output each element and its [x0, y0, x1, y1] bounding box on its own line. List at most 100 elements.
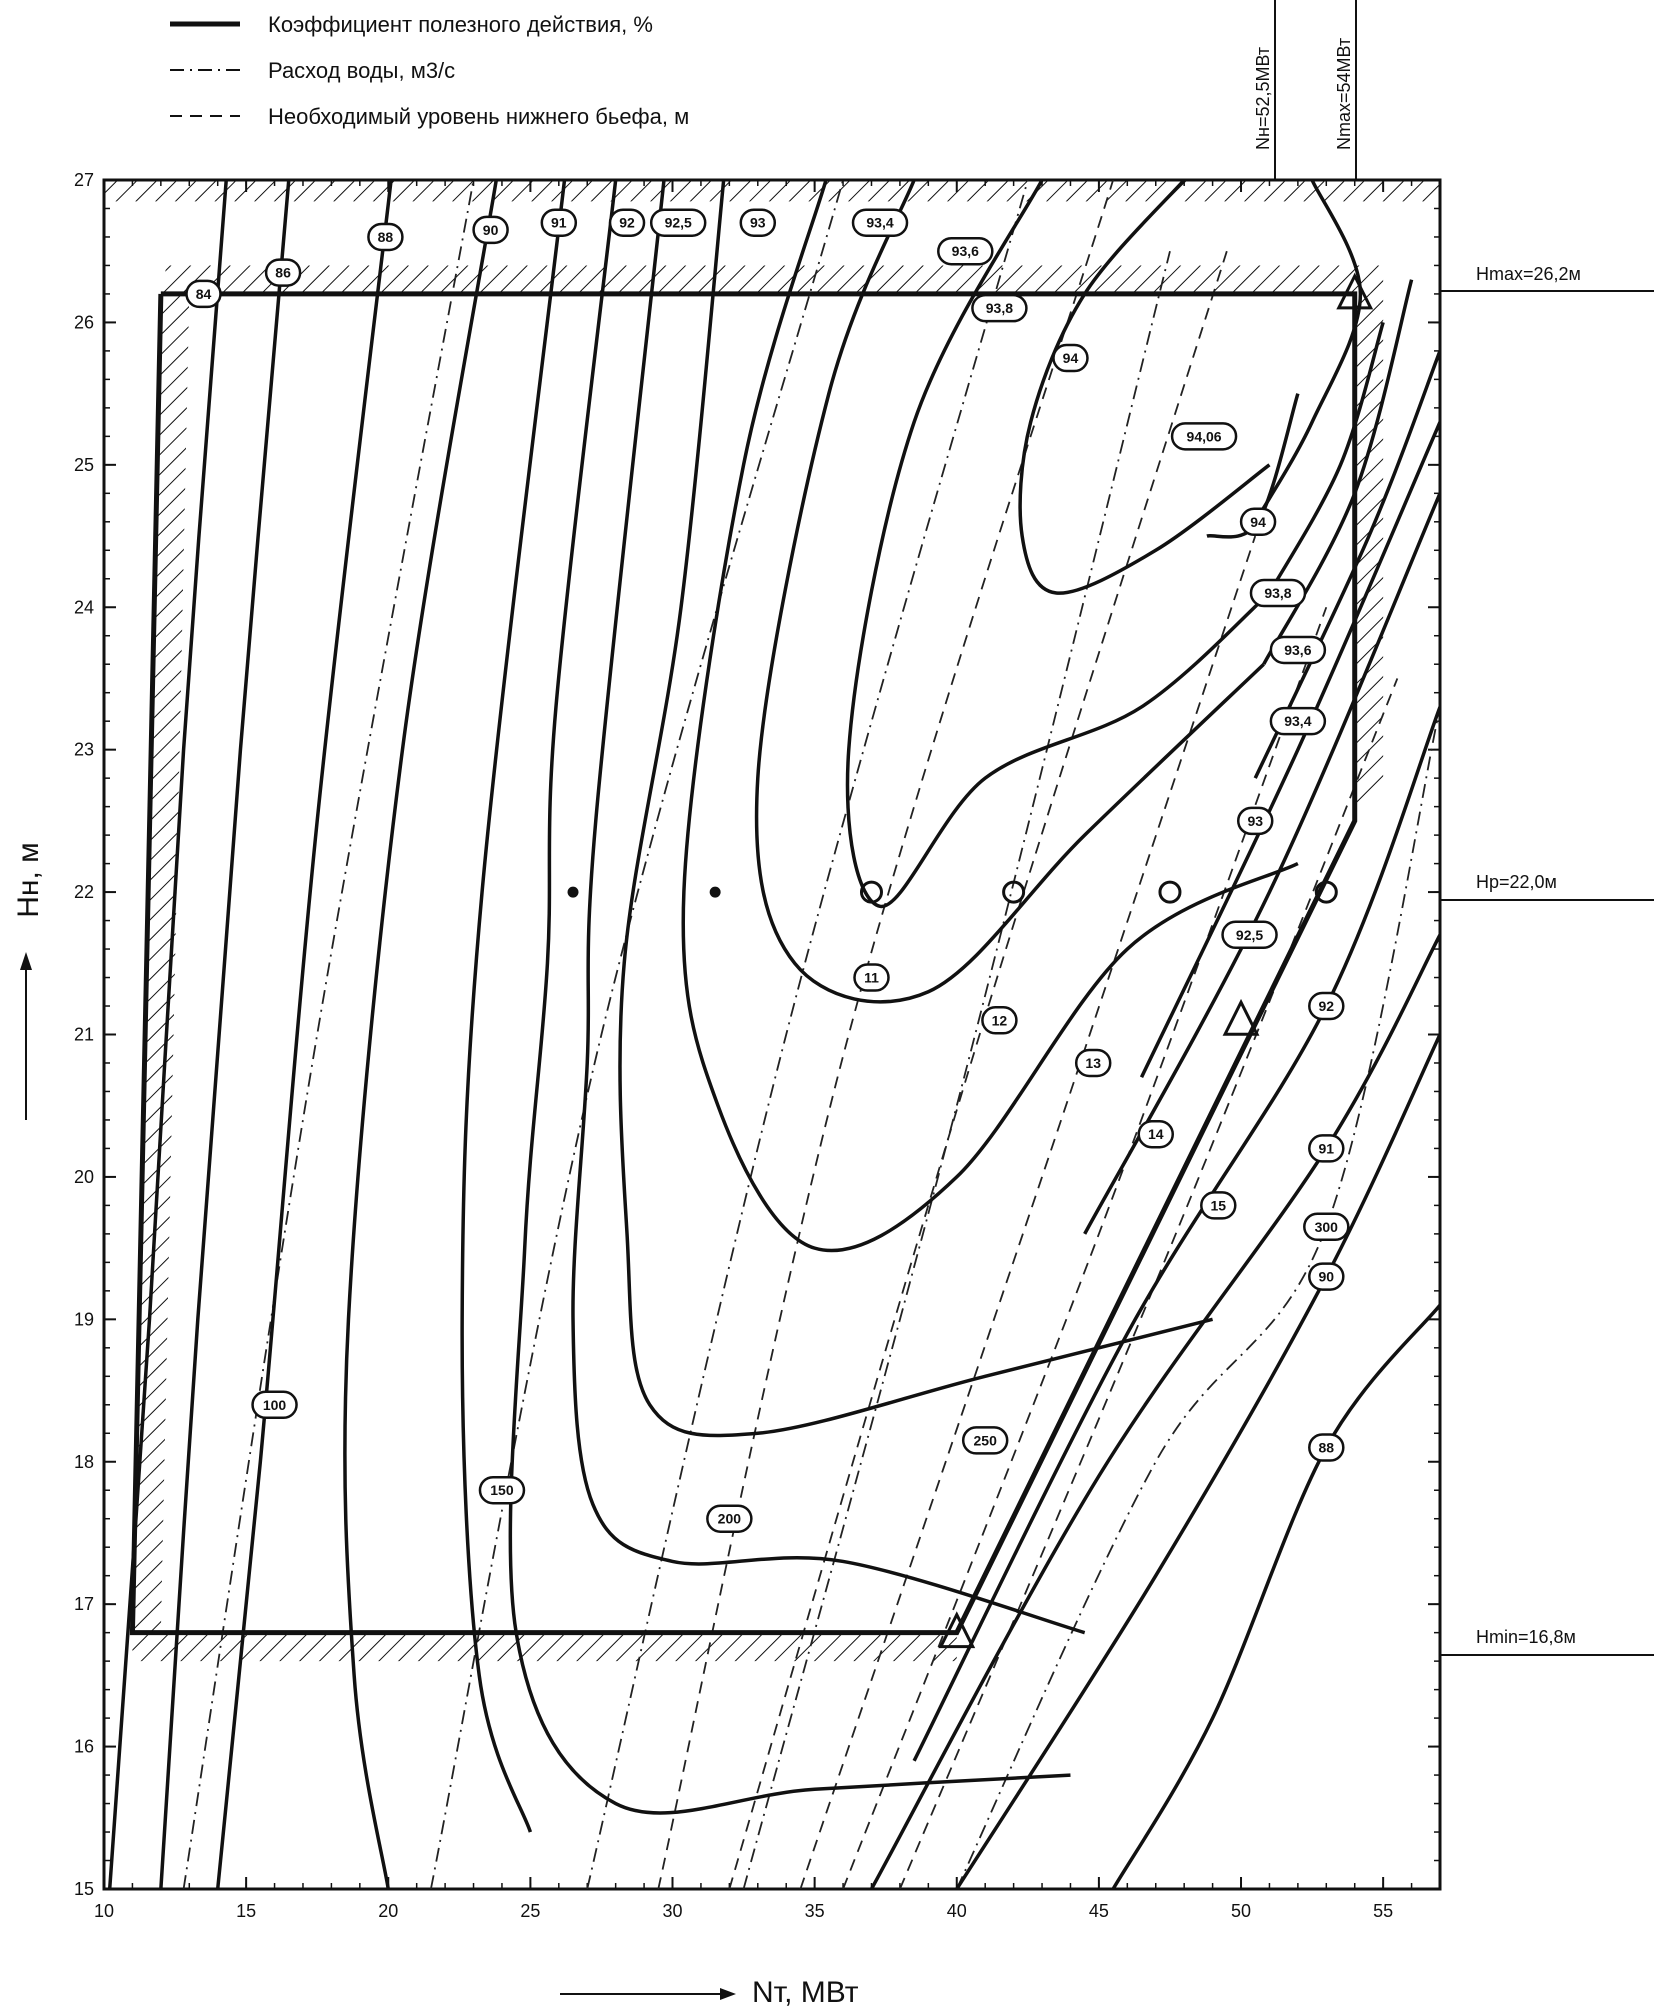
- isoline-label-chip: [1308, 1134, 1345, 1163]
- efficiency-isoline: [508, 180, 1071, 1815]
- isoline-label: 12: [992, 1012, 1008, 1028]
- efficiency-isoline: [460, 180, 567, 1833]
- isoline-label: 94,06: [1187, 428, 1222, 444]
- y-tick-label: 19: [74, 1309, 94, 1329]
- isoline-label-chip: [937, 236, 994, 266]
- isoline-label-chip: [981, 1006, 1018, 1035]
- isoline-label: 250: [974, 1432, 998, 1448]
- isoline-label-chip: [1239, 507, 1277, 537]
- y-tick-label: 15: [74, 1879, 94, 1899]
- isoline-label: 150: [490, 1482, 514, 1498]
- isoline-label: 88: [1319, 1440, 1335, 1456]
- y-tick-label: 27: [74, 170, 94, 190]
- isoline-label-chip: [1308, 1433, 1345, 1462]
- y-tick-label: 26: [74, 312, 94, 332]
- efficiency-isoline: [681, 180, 1299, 1253]
- isoline-label: 15: [1210, 1197, 1226, 1213]
- tailwater-isoline: [899, 678, 1399, 1889]
- efficiency-isoline: [754, 180, 1265, 1004]
- axis-ticks: 10 15 20 25 30 35 40 45 50 5515161718192021222324…: [74, 170, 1441, 1921]
- isoline-label-chip: [264, 258, 302, 287]
- isoline-label: 14: [1148, 1126, 1164, 1142]
- y-tick-label: 22: [74, 882, 94, 902]
- top-strip-hatch: [104, 180, 1440, 202]
- x-tick-label: 45: [1089, 1901, 1109, 1921]
- x-axis-label: Nт, МВт: [752, 1976, 859, 2009]
- boundary-hatching: [104, 180, 1440, 1662]
- isoline-label-chip: [961, 1426, 1009, 1455]
- isoline-label-chip: [185, 279, 222, 309]
- legend-efficiency-label: Коэффициент полезного действия, %: [268, 12, 653, 37]
- flow-isoline: [586, 180, 1029, 1889]
- x-tick-label: 50: [1231, 1901, 1251, 1921]
- n-rated-label: Nн=52,5МВт: [1253, 47, 1273, 150]
- y-tick-label: 17: [74, 1594, 94, 1614]
- n-max-label: Nmax=54МВт: [1334, 38, 1354, 150]
- x-tick-label: 20: [378, 1901, 398, 1921]
- isoline-label: 90: [483, 222, 499, 238]
- isoline-label-chip: [251, 1390, 298, 1420]
- efficiency-isoline: [618, 180, 1214, 1438]
- isoline-label: 86: [275, 265, 291, 281]
- h-min-label: Hmin=16,8м: [1476, 1627, 1576, 1647]
- x-tick-label: 40: [947, 1901, 967, 1921]
- isoline-label-chip: [1249, 578, 1307, 608]
- x-tick-label: 55: [1373, 1901, 1393, 1921]
- y-tick-label: 18: [74, 1452, 94, 1472]
- measurement-point: [709, 886, 721, 898]
- isoline-labels: 84 86 88 90 91 92 92,5 93 93,4 93,6 93,8 94 94,06 94 9…: [185, 208, 1350, 1533]
- isoline-label-chip: [1308, 1262, 1345, 1291]
- isoline-label: 13: [1085, 1055, 1101, 1071]
- isoline-label-chip: [1074, 1048, 1112, 1078]
- y-axis-label: Hн, м: [12, 842, 45, 918]
- measurement-point: [1314, 880, 1338, 904]
- y-tick-label: 25: [74, 455, 94, 475]
- isoline-label: 92: [1319, 998, 1335, 1014]
- efficiency-isoline: [107, 180, 228, 1889]
- y-tick-label: 23: [74, 740, 94, 760]
- x-tick-label: 10: [94, 1901, 114, 1921]
- isoline-label-chip: [971, 293, 1028, 323]
- y-tick-label: 20: [74, 1167, 94, 1187]
- isoline-label: 94: [1063, 350, 1079, 366]
- isoline-label: 90: [1319, 1269, 1335, 1285]
- efficiency-isoline: [1139, 421, 1440, 1078]
- isoline-label-chip: [1269, 635, 1327, 665]
- isoline-label-chip: [1269, 706, 1327, 736]
- isoline-label: 94: [1250, 514, 1266, 530]
- isoline-label-chip: [1221, 920, 1278, 950]
- triangle-marker: [938, 1611, 976, 1649]
- efficiency-isoline: [215, 180, 393, 1889]
- isoline-label-chip: [649, 208, 707, 237]
- flow-isoline: [182, 180, 475, 1889]
- reference-markers: Nн=52,5МВт Nmax=54МВт Hmax=26,2м Hр=22,0…: [1253, 0, 1654, 1656]
- isoline-label-chip: [1137, 1119, 1174, 1149]
- isoline-label-chip: [1052, 343, 1089, 373]
- efficiency-isoline: [571, 180, 1086, 1635]
- y-tick-label: 16: [74, 1737, 94, 1757]
- h-max-label: Hmax=26,2м: [1476, 264, 1581, 284]
- isoline-label: 91: [1319, 1140, 1335, 1156]
- isoline-label: 91: [551, 215, 567, 231]
- isoline-label-chip: [1170, 422, 1238, 451]
- measurement-point: [1002, 880, 1026, 904]
- flow-isolines: [182, 180, 1440, 1889]
- isoline-label: 93: [1247, 813, 1263, 829]
- measurement-point: [859, 880, 883, 904]
- isoline-label: 93,6: [1284, 642, 1311, 658]
- efficiency-isoline: [343, 180, 498, 1889]
- operating-zone-boundary: [129, 291, 1358, 1636]
- isoline-label-chip: [1200, 1191, 1237, 1220]
- isoline-label-chip: [472, 215, 509, 245]
- isoline-label: 200: [718, 1511, 742, 1527]
- triangle-marker: [1336, 272, 1374, 310]
- isoline-label-chip: [1236, 806, 1274, 836]
- legend-tailwater-label: Необходимый уровень нижнего бьефа, м: [268, 104, 689, 129]
- flow-isoline: [430, 180, 844, 1889]
- isoline-label-chip: [1303, 1212, 1350, 1242]
- x-tick-label: 30: [662, 1901, 682, 1921]
- isoline-label: 92: [619, 215, 635, 231]
- isoline-label: 92,5: [665, 215, 692, 231]
- x-tick-label: 35: [805, 1901, 825, 1921]
